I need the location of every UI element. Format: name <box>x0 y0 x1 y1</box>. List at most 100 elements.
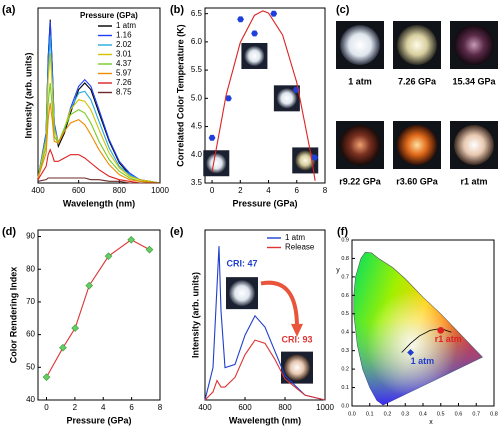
legend-label: 1 atm <box>116 21 136 30</box>
x-tick-label: 0.0 <box>348 411 356 417</box>
series-line <box>37 177 160 184</box>
photo-label: r1 atm <box>460 176 487 186</box>
legend-label: 1.16 <box>116 31 132 40</box>
cie-white <box>353 252 483 406</box>
data-point <box>59 343 67 352</box>
inset-photo <box>229 280 255 307</box>
data-point <box>251 30 258 37</box>
series-line <box>37 82 161 184</box>
series-line <box>204 339 326 401</box>
series-line <box>37 148 160 184</box>
plot-frame <box>37 229 161 401</box>
data-point <box>407 349 414 356</box>
series-line <box>37 36 161 184</box>
photo-label: 15.34 GPa <box>452 76 496 86</box>
inset-photo <box>276 88 297 109</box>
y-axis-title: y <box>336 267 340 274</box>
y-tick-label: 0.1 <box>341 385 349 391</box>
photo-label: 1 atm <box>348 76 372 86</box>
y-tick-label: 6.0 <box>191 37 203 46</box>
x-tick-label: 0 <box>44 403 49 412</box>
data-point <box>42 373 51 381</box>
panel-label: (c) <box>336 4 350 16</box>
legend-label: 2.02 <box>116 40 132 49</box>
panel-label: (e) <box>170 226 184 238</box>
y-axis-title: Color Rendering Index <box>8 267 18 364</box>
photo <box>340 125 380 165</box>
panel-label: (a) <box>2 4 16 16</box>
y-tick-label: 5.0 <box>191 93 203 102</box>
photo <box>397 125 437 165</box>
x-tick-label: 0.5 <box>437 411 445 417</box>
y-tick-label: 50 <box>26 362 35 371</box>
x-tick-label: 600 <box>72 186 86 195</box>
y-tick-label: 0.3 <box>341 348 349 354</box>
data-point <box>85 281 94 290</box>
data-point <box>208 134 216 141</box>
photo <box>454 25 494 65</box>
y-tick-label: 5.5 <box>191 65 203 74</box>
y-axis-title: Correlated Color Temperature (K) <box>175 24 185 166</box>
arrow <box>260 280 299 328</box>
x-axis-title: Pressure (GPa) <box>66 415 131 425</box>
x-tick-label: 0.6 <box>455 411 463 417</box>
y-tick-label: 90 <box>26 232 35 241</box>
x-tick-label: 4 <box>266 186 271 195</box>
data-point <box>145 245 154 254</box>
series-line <box>46 239 150 378</box>
x-axis-title: Wavelength (nm) <box>229 415 301 425</box>
legend-label: Release <box>285 243 315 252</box>
photo-label: r3.60 GPa <box>396 176 439 186</box>
x-tick-label: 0.3 <box>401 411 409 417</box>
legend-label: 5.97 <box>116 69 132 78</box>
panel-label: (f) <box>337 226 348 238</box>
y-tick-label: 0.8 <box>341 256 349 262</box>
data-point <box>225 95 232 102</box>
x-tick-label: 0.7 <box>472 411 480 417</box>
y-tick-label: 0.9 <box>341 237 349 243</box>
y-tick-label: 80 <box>26 264 35 273</box>
annotation: CRI: 47 <box>226 258 257 268</box>
y-tick-label: 0.7 <box>341 274 349 280</box>
x-tick-label: 600 <box>238 403 252 412</box>
x-tick-label: 6 <box>129 403 134 412</box>
y-tick-label: 0.5 <box>341 311 349 317</box>
data-point <box>311 154 318 161</box>
data-point <box>270 10 278 17</box>
y-tick-label: 6.5 <box>191 9 203 18</box>
x-tick-label: 0 <box>210 186 215 195</box>
data-point <box>237 16 244 23</box>
x-axis-title: x <box>429 419 433 426</box>
data-point <box>71 324 79 332</box>
y-tick-label: 40 <box>26 395 35 404</box>
photo <box>397 25 437 65</box>
plot-frame <box>37 7 161 184</box>
photo <box>340 25 380 65</box>
series-line <box>37 21 161 184</box>
legend-label: 1 atm <box>285 233 305 242</box>
y-tick-label: 4.5 <box>191 122 203 131</box>
x-tick-label: 400 <box>198 403 212 412</box>
series-line <box>37 19 161 184</box>
x-tick-label: 8 <box>158 403 163 412</box>
legend-label: 7.26 <box>116 78 132 87</box>
inset-photo <box>244 45 265 66</box>
arrow-head <box>291 323 303 337</box>
y-tick-label: 0.6 <box>341 293 349 299</box>
inset-photo <box>206 153 227 174</box>
x-tick-label: 6 <box>295 186 300 195</box>
x-tick-label: 0.1 <box>366 411 374 417</box>
x-tick-label: 800 <box>113 186 127 195</box>
y-tick-label: 70 <box>26 297 35 306</box>
y-tick-label: 0.2 <box>341 367 349 373</box>
legend-label: 8.75 <box>116 88 132 97</box>
data-point <box>104 252 113 260</box>
data-point <box>437 326 445 334</box>
series-line <box>37 102 161 184</box>
y-axis-title: Intensity (arb. units) <box>190 272 200 358</box>
photo <box>454 125 494 165</box>
legend-label: 4.37 <box>116 59 132 68</box>
series-line <box>204 246 326 401</box>
x-tick-label: 2 <box>73 403 78 412</box>
